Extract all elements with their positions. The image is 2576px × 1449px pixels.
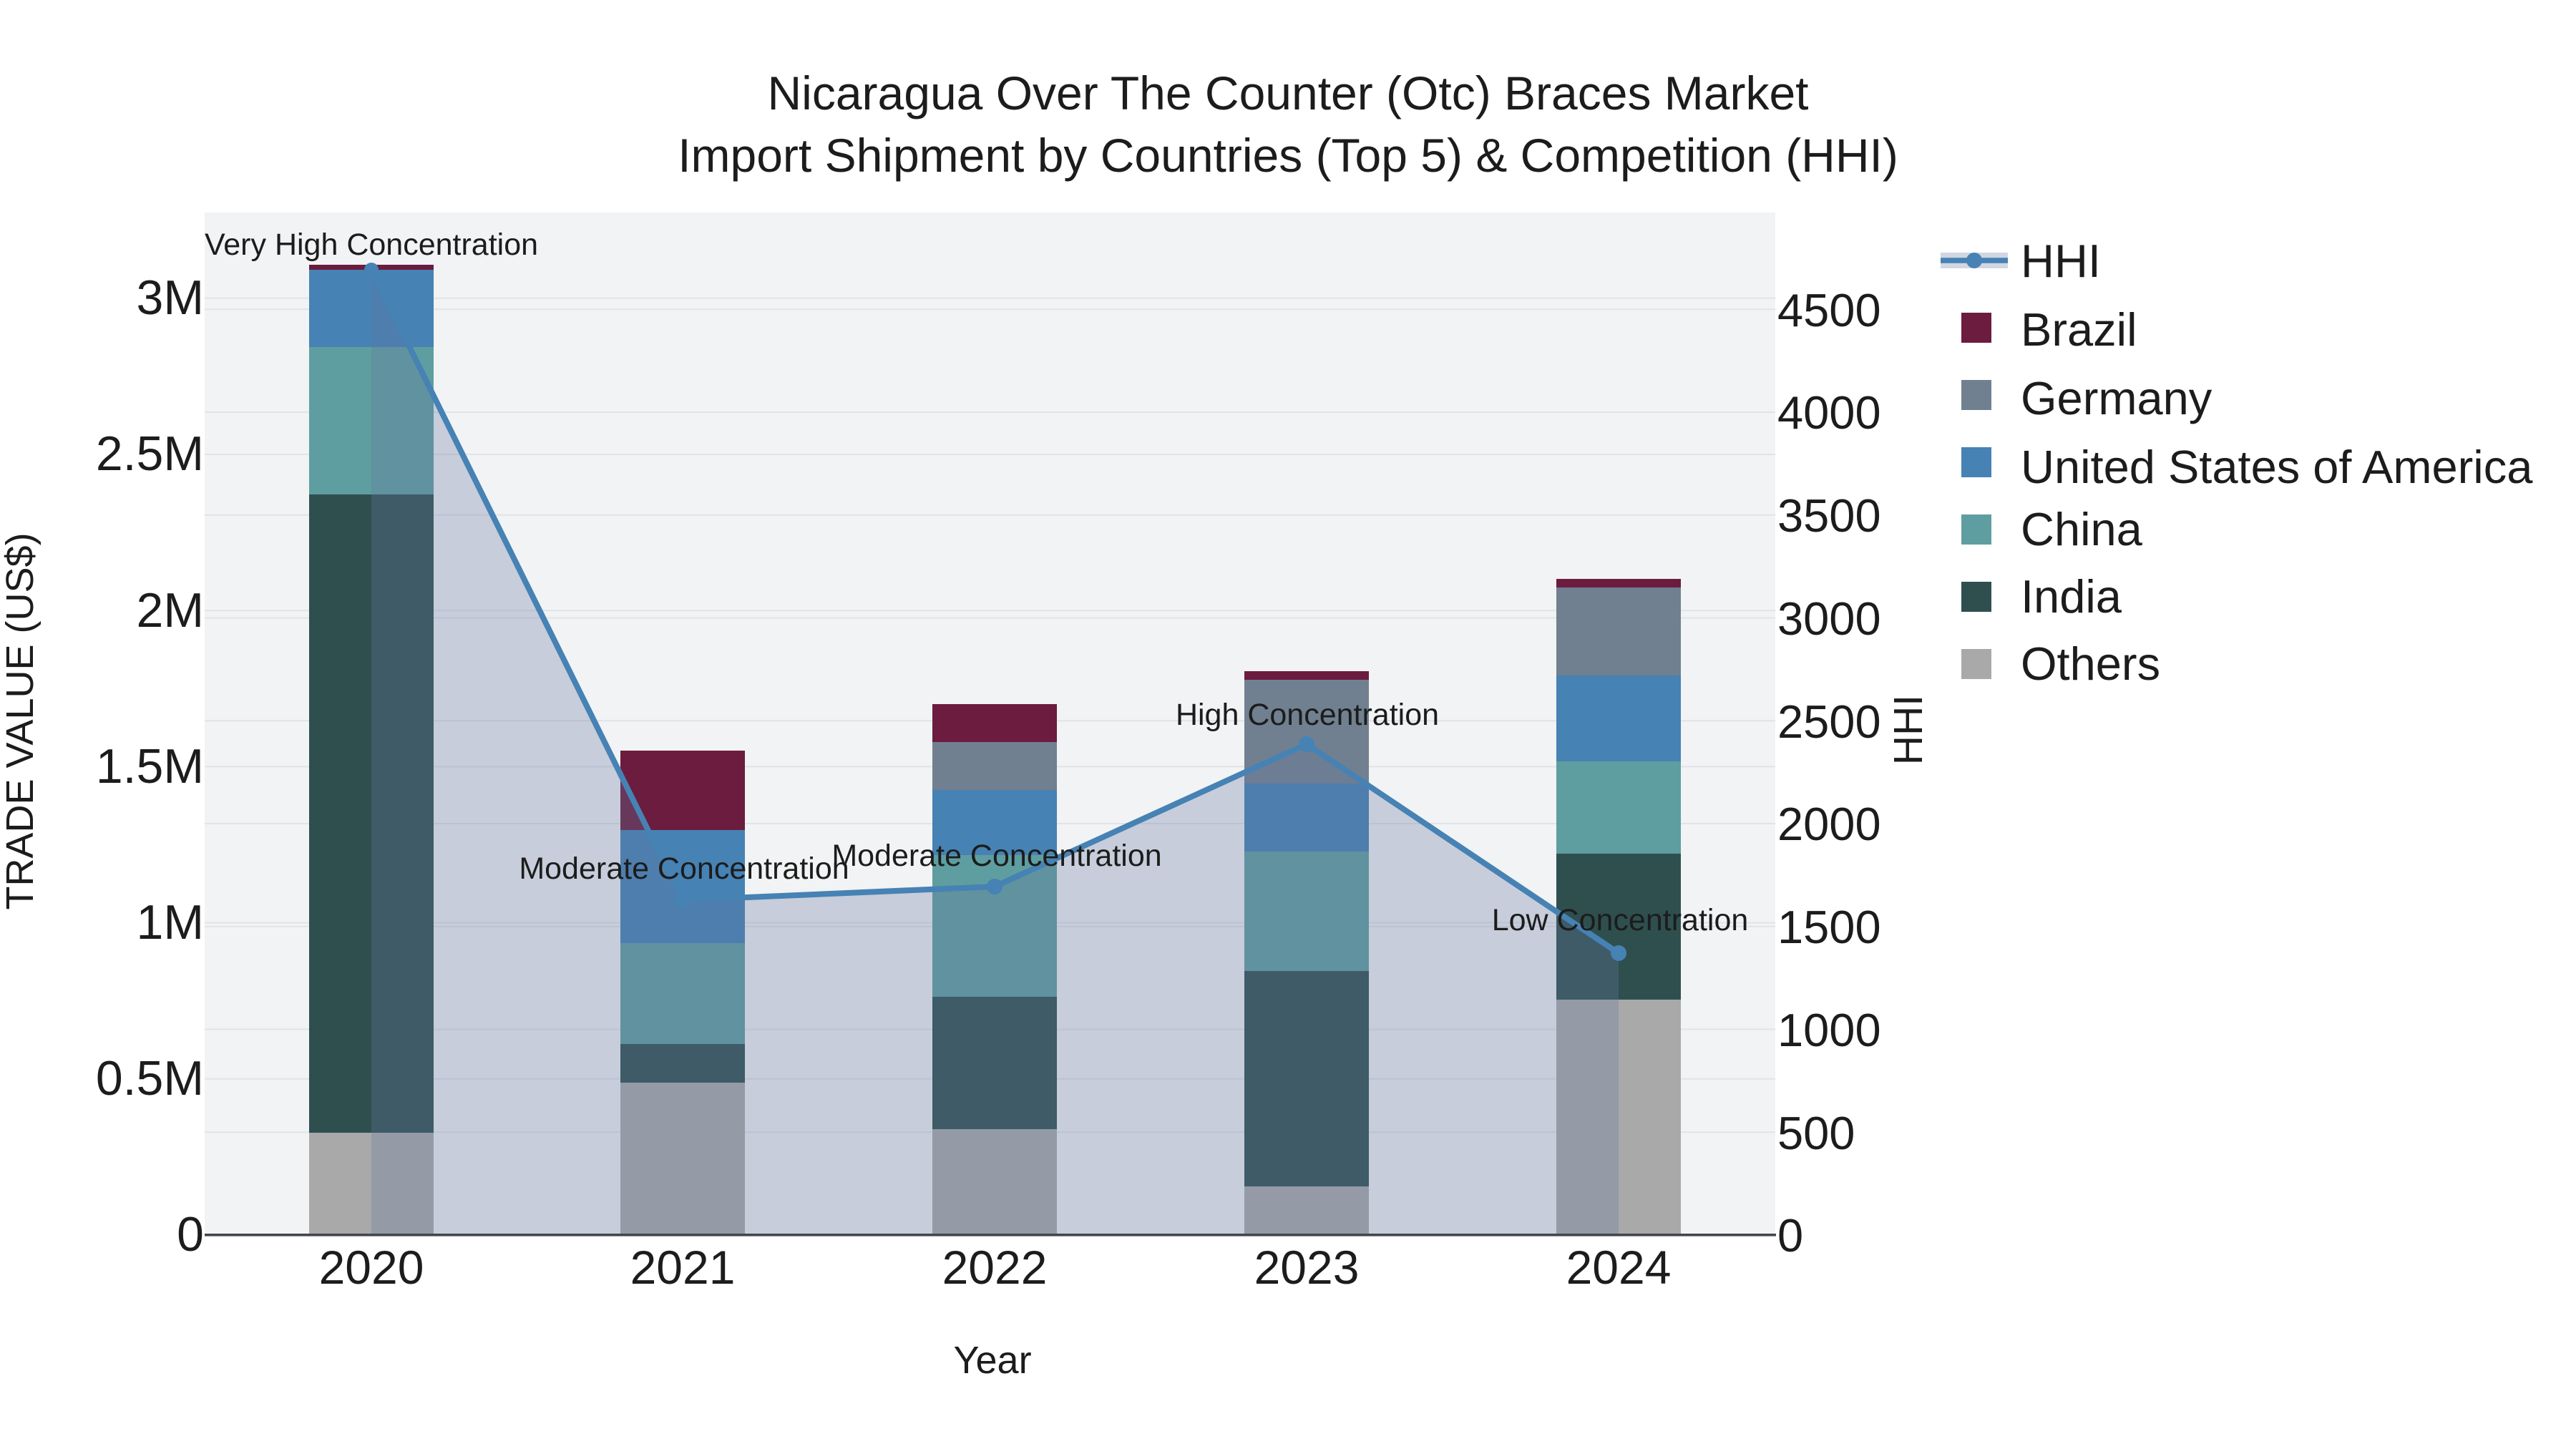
svg-text:3500: 3500 <box>1777 489 1881 542</box>
svg-text:500: 500 <box>1777 1107 1855 1159</box>
svg-text:1500: 1500 <box>1777 901 1881 953</box>
svg-text:Moderate Concentration: Moderate Concentration <box>519 852 849 886</box>
svg-text:HHI: HHI <box>2021 235 2101 287</box>
svg-text:2500: 2500 <box>1777 696 1881 748</box>
svg-text:2000: 2000 <box>1777 798 1881 850</box>
svg-text:1.5M: 1.5M <box>96 739 204 794</box>
svg-text:Others: Others <box>2021 638 2160 690</box>
svg-text:China: China <box>2021 503 2143 555</box>
svg-text:4000: 4000 <box>1777 386 1881 439</box>
svg-text:Very High Concentration: Very High Concentration <box>205 228 538 262</box>
svg-text:0.5M: 0.5M <box>96 1051 204 1106</box>
svg-text:2021: 2021 <box>630 1241 736 1294</box>
svg-text:Nicaragua Over The Counter (Ot: Nicaragua Over The Counter (Otc) Braces … <box>768 67 1809 119</box>
svg-text:0: 0 <box>177 1207 204 1262</box>
svg-text:4500: 4500 <box>1777 284 1881 336</box>
svg-text:2023: 2023 <box>1254 1241 1360 1294</box>
svg-text:Low Concentration: Low Concentration <box>1492 903 1749 937</box>
svg-text:2022: 2022 <box>942 1241 1048 1294</box>
svg-text:United States of America: United States of America <box>2021 441 2533 493</box>
svg-text:India: India <box>2021 570 2122 623</box>
svg-text:1000: 1000 <box>1777 1004 1881 1056</box>
svg-text:0: 0 <box>1777 1209 1803 1262</box>
svg-text:Year: Year <box>953 1339 1031 1382</box>
svg-text:Import Shipment by Countries (: Import Shipment by Countries (Top 5) & C… <box>678 129 1898 182</box>
svg-text:2020: 2020 <box>319 1241 424 1294</box>
svg-text:HHI: HHI <box>1885 695 1931 765</box>
svg-text:2024: 2024 <box>1566 1241 1672 1294</box>
svg-text:2M: 2M <box>137 583 204 638</box>
svg-text:1M: 1M <box>137 895 204 950</box>
svg-text:Brazil: Brazil <box>2021 303 2137 356</box>
svg-text:Germany: Germany <box>2021 372 2212 424</box>
svg-text:3000: 3000 <box>1777 592 1881 645</box>
svg-text:3M: 3M <box>137 270 204 325</box>
svg-text:Moderate Concentration: Moderate Concentration <box>831 839 1161 873</box>
svg-text:High Concentration: High Concentration <box>1176 698 1439 732</box>
svg-text:2.5M: 2.5M <box>96 426 204 481</box>
svg-text:TRADE VALUE (US$): TRADE VALUE (US$) <box>0 532 42 909</box>
